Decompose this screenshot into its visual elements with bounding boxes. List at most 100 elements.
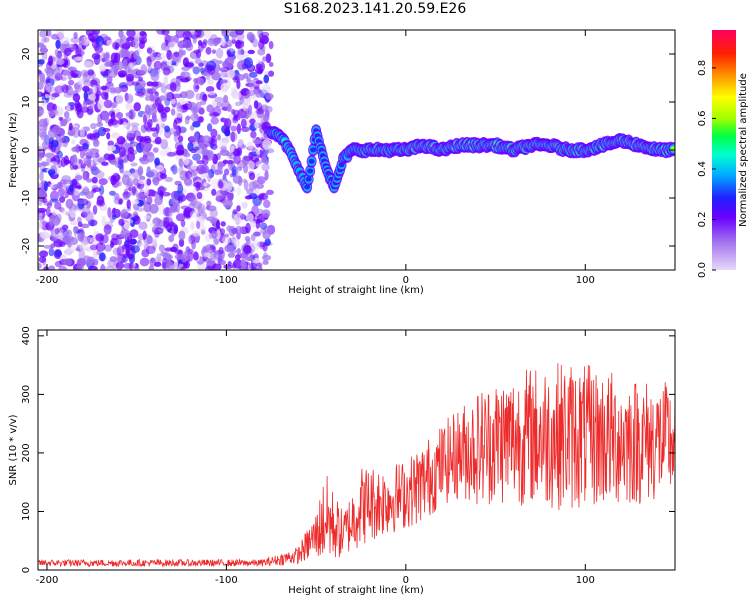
noise-cell [115,94,124,105]
noise-cell [156,164,165,172]
noise-cell [240,126,250,132]
noise-cell [118,218,126,226]
noise-cell [251,205,259,217]
noise-cell [47,30,52,37]
noise-cell [44,93,50,99]
noise-cell [138,221,148,230]
noise-cell [78,159,83,165]
noise-cell [182,57,190,67]
heatmap-y-tick-label: 10 [21,96,32,109]
noise-cell [133,130,141,138]
noise-cell [247,160,255,171]
figure-title: S168.2023.141.20.59.E26 [283,1,467,17]
noise-cell [79,78,84,84]
noise-cell [178,238,185,248]
noise-cell [192,36,197,44]
noise-cell [38,181,42,188]
noise-cell [249,220,257,228]
noise-cell [63,111,70,119]
noise-cell [193,131,200,142]
noise-cell [114,209,119,216]
noise-cell [210,230,218,239]
noise-cell [44,152,55,159]
noise-cell [197,203,206,214]
noise-cell [159,95,166,101]
noise-cell [83,71,89,78]
noise-cell [192,230,201,237]
noise-cell [184,170,193,179]
noise-cell [125,248,131,256]
noise-cell [82,186,90,196]
noise-cell [145,126,153,133]
noise-cell [221,106,229,111]
noise-cell [69,183,74,193]
noise-cell [40,99,47,107]
noise-cell [152,217,161,226]
noise-cell [142,114,148,125]
noise-cell [194,30,202,38]
noise-cell [181,128,186,133]
noise-cell [76,265,85,270]
noise-cell [164,91,173,101]
heatmap-cells [38,30,675,270]
noise-cell [106,132,111,140]
noise-cell [144,187,149,196]
noise-cell [82,101,88,112]
noise-cell [115,42,120,49]
noise-cell [164,34,172,43]
noise-cell [104,244,113,252]
noise-cell [43,36,50,43]
noise-cell [223,199,233,209]
noise-cell [175,30,185,39]
noise-cell [61,84,69,94]
noise-cell [240,213,247,220]
noise-cell [38,187,46,198]
noise-cell [131,200,140,205]
noise-cell [268,70,275,77]
noise-cell [102,233,109,244]
noise-cell [232,175,243,184]
noise-cell [138,242,147,247]
noise-cell [125,93,134,104]
noise-cell [78,199,85,205]
noise-cell [160,173,167,180]
noise-cell [92,30,101,36]
noise-cell [224,168,230,176]
noise-cell [61,210,70,215]
noise-cell [242,264,249,270]
noise-cell [131,186,136,196]
noise-cell [67,66,77,72]
noise-cell [232,209,238,215]
noise-cell [79,242,88,252]
noise-cell [131,238,137,245]
noise-cell [254,67,264,74]
noise-cell [54,85,64,94]
noise-cell [169,246,178,253]
noise-cell [91,52,101,60]
noise-cell [99,184,105,196]
noise-cell [211,263,222,270]
noise-cell [83,156,92,165]
noise-cell [164,98,171,106]
noise-cell [46,114,52,124]
heatmap-y-tick-label: -20 [21,238,32,254]
noise-cell [166,261,175,270]
noise-cell [163,106,171,113]
noise-cell [110,111,116,122]
noise-cell [137,167,143,175]
noise-cell [39,171,44,182]
noise-cell [245,213,254,222]
noise-cell [48,248,55,257]
heatmap-x-tick-label: 100 [576,275,595,286]
noise-cell [227,159,234,165]
noise-cell [248,71,258,78]
noise-cell [95,233,104,242]
noise-cell [216,134,222,141]
noise-cell [263,74,270,84]
noise-cell [38,91,41,98]
noise-cell [118,118,123,125]
noise-cell [91,165,97,170]
noise-cell [96,84,101,93]
noise-cell [219,67,230,73]
